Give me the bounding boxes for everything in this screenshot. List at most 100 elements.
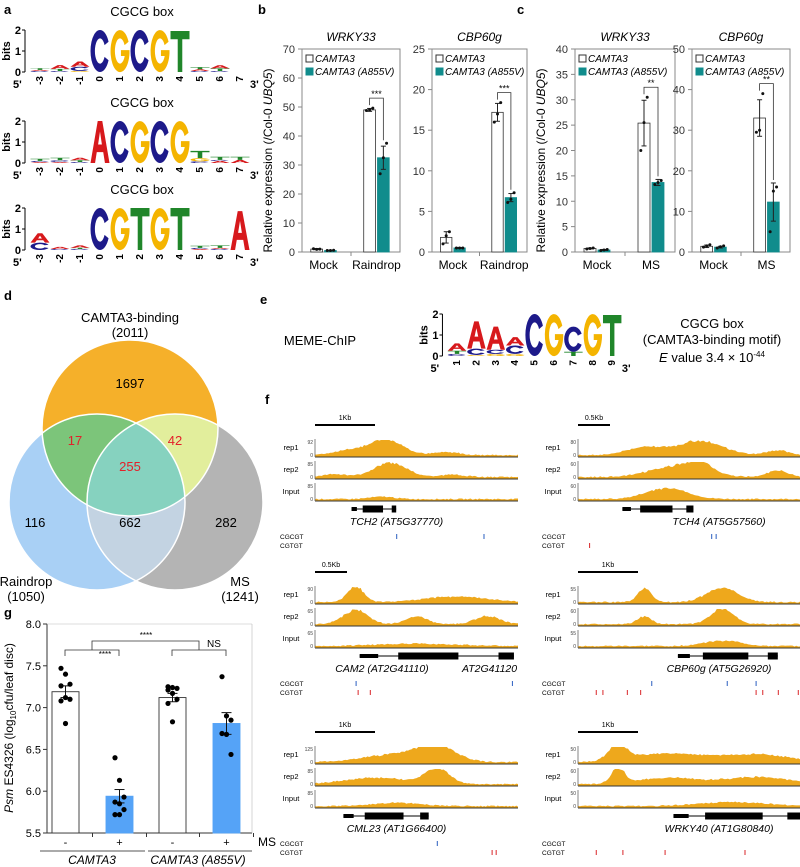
legend-swatch <box>305 54 314 63</box>
data-point <box>112 812 118 818</box>
y-tick-label: 30 <box>556 95 568 107</box>
significance-label: NS <box>207 639 221 650</box>
data-point <box>385 141 389 145</box>
track-min-label: 0 <box>310 782 313 788</box>
data-point <box>328 249 332 253</box>
logo-letter-A <box>210 65 230 69</box>
logo-letter-T <box>210 245 230 248</box>
significance-label: ** <box>763 75 771 85</box>
track-max-label: 85 <box>307 791 313 797</box>
logo-y-tick-label: 2 <box>432 309 438 321</box>
significance-bracket <box>643 86 659 177</box>
logo-position-label: 5 <box>530 360 541 366</box>
gene-utr <box>677 654 690 658</box>
y-tick-label: 10 <box>556 196 568 208</box>
logo-position-label: 1 <box>115 254 126 260</box>
y-tick-label: 5 <box>562 222 568 234</box>
motif-site-cgtgt <box>744 850 746 855</box>
gene-utr <box>351 507 357 511</box>
data-point <box>174 685 180 691</box>
coverage-track-input <box>578 640 800 648</box>
coverage-track-input <box>578 801 800 808</box>
motif-label-cgcgt: CGCGT <box>542 681 566 688</box>
data-point <box>458 246 462 250</box>
motif-name: CGCG box <box>680 316 744 331</box>
panel-label-f: f <box>265 392 270 407</box>
coverage-track-rep2 <box>315 769 518 786</box>
coverage-track-rep2 <box>315 462 518 479</box>
logo-letter-A <box>447 343 467 351</box>
logo-letter-C <box>447 353 466 356</box>
venn-count-ms-only: 282 <box>215 515 237 530</box>
data-point <box>588 246 592 250</box>
coverage-track-input <box>315 802 518 808</box>
track-min-label: 0 <box>573 644 576 650</box>
logo-position-label: -1 <box>75 76 86 85</box>
y-axis-label-species: Psm <box>2 789 16 813</box>
logo-letter-G <box>486 353 506 357</box>
scale-bar-label: 1Kb <box>339 722 352 729</box>
logo-position-label: 0 <box>95 76 106 82</box>
logo-position-label: 4 <box>175 76 186 82</box>
legend-swatch <box>435 54 444 63</box>
track-min-label: 0 <box>310 497 313 503</box>
logo-letter-T <box>170 208 190 250</box>
gene-utr <box>673 814 689 818</box>
legend-label: CAMTA3 <box>705 54 745 65</box>
logo-letter-C <box>70 248 89 250</box>
x-treatment-label: - <box>64 837 68 849</box>
legend-swatch <box>305 67 314 76</box>
logo-letter-G <box>110 30 130 73</box>
logo-letter-A <box>190 69 210 71</box>
y-axis-label-gene: UBQ5 <box>261 72 275 105</box>
logo-y-tick-label: 2 <box>15 116 21 128</box>
legend-label: CAMTA3 (A855V) <box>445 67 524 78</box>
significance-bracket <box>369 97 384 141</box>
gene-exon <box>420 812 429 820</box>
track-label: rep1 <box>283 590 298 599</box>
gene-exon <box>686 505 694 513</box>
data-point <box>165 687 171 693</box>
logo-letter-G <box>150 30 170 73</box>
logo-letter-T <box>50 157 70 161</box>
logo-letter-G <box>544 314 564 357</box>
logo-letter-G <box>130 121 150 164</box>
logo-letter-C <box>564 326 582 352</box>
gene-exon <box>391 505 397 513</box>
data-point <box>174 696 180 702</box>
motif-site-cgtgt <box>664 850 666 855</box>
venn-count-raindrop-ms: 662 <box>119 515 141 530</box>
data-point <box>116 801 123 807</box>
panel-g-bacterial-growth-chart: 5.5 6.0 6.5 7.0 7.5 8.0 Psm ES4326 (log10cfu/l… <box>2 619 276 867</box>
motif-label-cgtgt: CGTGT <box>542 850 565 857</box>
y-tick-label: 6.5 <box>26 744 41 756</box>
y-axis-label: Psm ES4326 (log10cfu/leaf disc) <box>2 643 18 813</box>
track-min-label: 0 <box>573 497 576 503</box>
data-point <box>169 719 176 725</box>
data-point <box>364 108 368 112</box>
panel-label-c: c <box>517 2 524 17</box>
track-max-label: 65 <box>307 609 313 615</box>
data-point <box>758 128 762 132</box>
motif-site-cgtgt <box>626 690 628 695</box>
data-point <box>169 690 176 696</box>
data-point <box>775 185 779 189</box>
x-treatment-label: + <box>223 837 229 849</box>
logo-letter-C <box>90 30 109 72</box>
logo-letter-G <box>467 354 486 357</box>
panel-d-venn-diagram: CAMTA3-binding (2011) Raindrop (1050) MS… <box>0 310 264 604</box>
y-axis-label-text: ES4326 (log <box>2 719 16 788</box>
logo-letter-T <box>564 351 583 356</box>
data-point <box>708 243 712 247</box>
logo-position-label: 6 <box>215 167 226 173</box>
gene-name: CAM2 (AT2G41110) <box>335 663 428 675</box>
data-point <box>506 200 510 204</box>
logo-y-tick-label: 0 <box>15 245 21 257</box>
motif-site-cgcgt <box>711 534 713 539</box>
meme-chip-label: MEME-ChIP <box>284 333 356 348</box>
y-axis-label-subscript: 10 <box>9 710 18 719</box>
bar-camta3 <box>363 109 376 253</box>
y-tick-label: 60 <box>283 73 295 85</box>
